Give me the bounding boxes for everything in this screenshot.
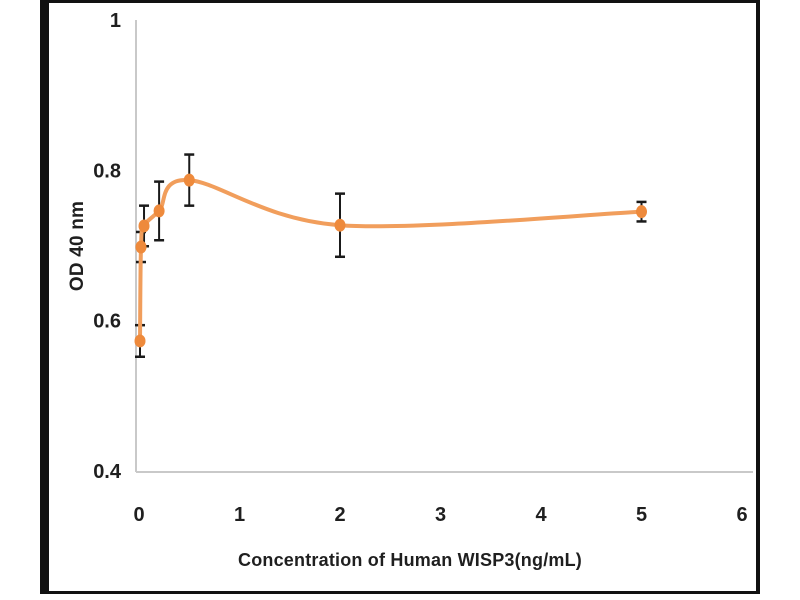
data-point-marker xyxy=(135,240,147,254)
data-point-marker xyxy=(183,173,195,187)
y-tick-label: 0.4 xyxy=(93,461,122,483)
x-tick-label: 1 xyxy=(234,504,245,526)
y-tick-label: 0.8 xyxy=(93,160,121,182)
x-tick-label: 2 xyxy=(334,504,345,526)
y-axis-title: OD 40 nm xyxy=(67,200,88,292)
x-tick-label: 3 xyxy=(435,504,446,526)
x-tick-label: 6 xyxy=(736,504,747,526)
data-point-marker xyxy=(636,205,647,219)
x-axis-title: Concentration of Human WISP3(ng/mL) xyxy=(238,550,582,570)
x-tick-label: 0 xyxy=(133,504,144,526)
data-point-marker xyxy=(138,219,150,233)
photo-frame-left xyxy=(40,0,49,594)
data-point-marker xyxy=(153,204,165,218)
data-point-marker xyxy=(334,218,346,232)
x-tick-label: 4 xyxy=(535,504,547,526)
photo-frame-right xyxy=(756,0,760,594)
series-line xyxy=(138,178,644,343)
photo-frame-bottom xyxy=(40,591,760,594)
y-tick-label: 0.6 xyxy=(93,311,121,333)
x-tick-label: 5 xyxy=(636,504,647,526)
photo-frame-top xyxy=(40,0,760,3)
data-point-marker xyxy=(134,334,146,348)
y-tick-label: 1 xyxy=(110,10,121,32)
